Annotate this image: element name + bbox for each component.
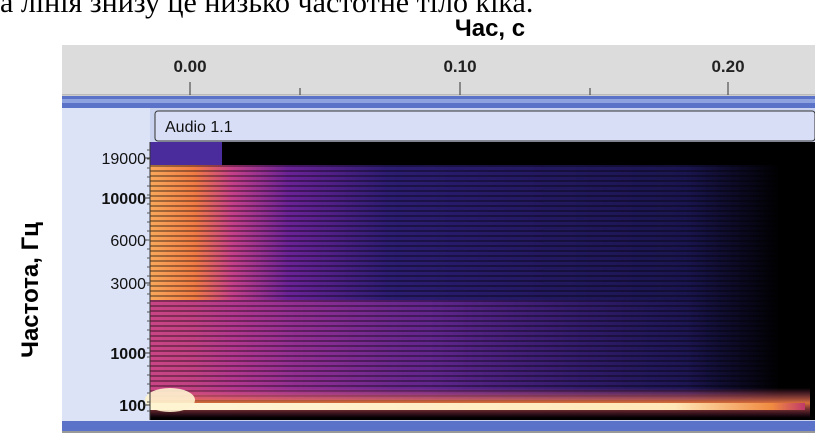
freq-label: 3000 (110, 276, 146, 293)
ruler-label: 0.10 (443, 57, 476, 76)
caption: а лінія знизу це низько частотне тіло кі… (0, 0, 533, 19)
track-top-bar-highlight (62, 99, 815, 103)
freq-label: 100 (119, 398, 146, 415)
freq-label: 1000 (110, 346, 146, 363)
freq-label: 19000 (102, 151, 147, 168)
ruler-label: 0.20 (711, 57, 744, 76)
freq-label: 10000 (102, 191, 147, 208)
clip-name: Audio 1.1 (165, 119, 233, 136)
clip-header[interactable] (155, 111, 815, 141)
ruler-label: 0.00 (173, 57, 206, 76)
audacity-screenshot: а лінія знизу це низько частотне тіло кі… (0, 0, 815, 433)
freq-label: 6000 (110, 233, 146, 250)
time-axis-title: Час, с (455, 15, 525, 42)
spectrogram (145, 142, 815, 420)
track-bottom-bar (62, 421, 815, 431)
frequency-axis-title: Частота, Гц (17, 222, 44, 358)
